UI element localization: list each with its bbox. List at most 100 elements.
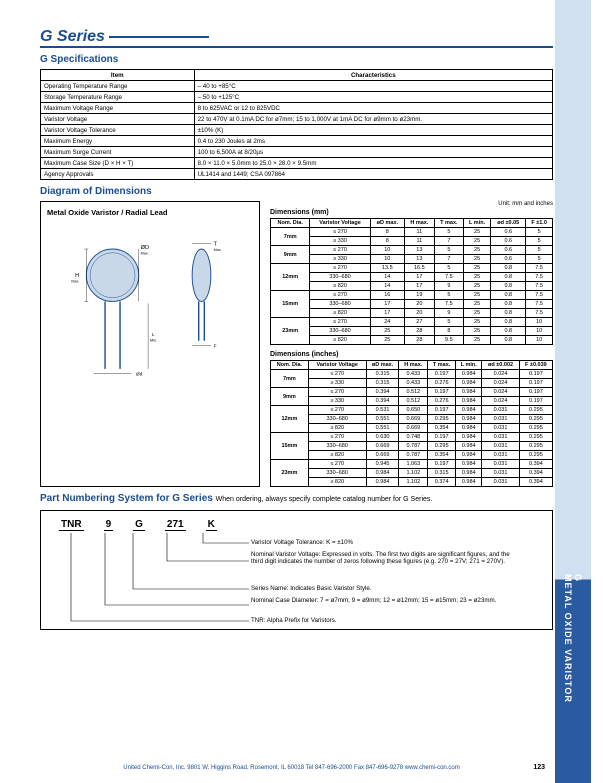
dim-th: L min. — [456, 361, 482, 370]
dim-cell: 7.5 — [434, 273, 463, 282]
dim-row: 9mm≤ 27010135250.65 — [271, 246, 553, 255]
dim-cell: 0.512 — [399, 388, 428, 397]
dim-row: 330–6800.6690.7870.2950.9840.0310.295 — [271, 442, 553, 451]
dim-cell: 11 — [404, 237, 434, 246]
dim-cell: 17 — [404, 273, 434, 282]
dim-cell: 0.295 — [519, 433, 552, 442]
dim-th: H max. — [404, 219, 434, 228]
dim-cell: 25 — [463, 255, 490, 264]
dim-cell: 330–680 — [310, 273, 370, 282]
dim-cell: 0.8 — [491, 282, 526, 291]
page-title: G Series — [40, 28, 553, 48]
spec-table: Item Characteristics Operating Temperatu… — [40, 69, 553, 180]
dim-cell: 10 — [526, 336, 553, 345]
spec-row: Agency ApprovalsUL1414 and 1449; CSA 097… — [41, 169, 553, 180]
dim-section: Metal Oxide Varistor / Radial Lead H Max… — [40, 201, 553, 487]
dim-cell: 0.984 — [366, 469, 399, 478]
dim-cell: 0.031 — [482, 433, 519, 442]
dim-cell: 14 — [370, 273, 404, 282]
dim-cell: 0.984 — [456, 469, 482, 478]
dim-row: ≥ 82025289.5250.810 — [271, 336, 553, 345]
dim-row: ≥ 82014179250.87.5 — [271, 282, 553, 291]
dim-th: H max. — [399, 361, 428, 370]
dim-cell: 10 — [526, 318, 553, 327]
dim-cell: 20 — [404, 309, 434, 318]
dim-cell: 0.394 — [366, 397, 399, 406]
dim-cell: 1.102 — [399, 469, 428, 478]
dim-cell: 0.276 — [428, 379, 456, 388]
dim-row: ≥ 8200.6690.7870.3540.9840.0310.295 — [271, 451, 553, 460]
dim-cell: 0.8 — [491, 264, 526, 273]
spec-cell: Varistor Voltage — [41, 114, 195, 125]
dim-cell: 0.295 — [428, 415, 456, 424]
dim-cell: 13.5 — [370, 264, 404, 273]
dim-cell: 0.197 — [428, 460, 456, 469]
dim-cell: 0.8 — [491, 336, 526, 345]
dim-dia: 12mm — [271, 406, 309, 433]
dim-row: 330–6800.5510.6690.2950.9840.0310.295 — [271, 415, 553, 424]
dim-cell: 0.394 — [519, 460, 552, 469]
dim-cell: 8 — [370, 228, 404, 237]
dim-cell: 25 — [463, 300, 490, 309]
dim-cell: 0.669 — [399, 424, 428, 433]
pn-desc-2: Series Name: Indicates Basic Varistor St… — [251, 585, 521, 592]
dim-th: T max. — [428, 361, 456, 370]
dim-cell: 20 — [404, 300, 434, 309]
dim-cell: 16.5 — [404, 264, 434, 273]
svg-text:Max.: Max. — [214, 248, 222, 252]
dim-cell: ≤ 270 — [310, 264, 370, 273]
dim-cell: 0.031 — [482, 406, 519, 415]
dim-cell: 7.5 — [526, 273, 553, 282]
pn-heading: Part Numbering System for G Series When … — [40, 493, 553, 504]
dim-cell: 0.650 — [399, 406, 428, 415]
dim-cell: 0.394 — [366, 388, 399, 397]
pn-heading-note: When ordering, always specify complete c… — [216, 496, 433, 503]
dim-cell: 0.197 — [519, 370, 552, 379]
pn-code-4: K — [206, 519, 217, 531]
dim-cell: 0.8 — [491, 300, 526, 309]
dim-cell: 0.197 — [519, 397, 552, 406]
dim-row: 23mm≤ 2700.9451.0630.1970.9840.0310.394 — [271, 460, 553, 469]
dim-cell: 0.031 — [482, 469, 519, 478]
dim-dia: 7mm — [271, 370, 309, 388]
dim-cell: 1.102 — [399, 478, 428, 487]
dim-cell: 25 — [463, 237, 490, 246]
dim-th: Nom. Dia. — [271, 219, 310, 228]
dim-cell: 0.433 — [399, 370, 428, 379]
dim-cell: 7.5 — [526, 300, 553, 309]
spec-row: Varistor Voltage Tolerance±10% (K) — [41, 125, 553, 136]
dim-cell: 7.5 — [434, 300, 463, 309]
spec-row: Maximum Surge Current100 to 6,500A at 8/… — [41, 147, 553, 158]
dim-cell: ≤ 270 — [308, 406, 366, 415]
dim-cell: 0.984 — [456, 388, 482, 397]
dim-cell: 7 — [434, 237, 463, 246]
dim-cell: 0.531 — [366, 406, 399, 415]
dim-in-table: Nom. Dia.Varistor VoltageøD max.H max.T … — [270, 360, 553, 487]
dim-cell: 14 — [370, 282, 404, 291]
dim-th: F ±1.0 — [526, 219, 553, 228]
dim-cell: ≤ 270 — [310, 318, 370, 327]
dim-row: 15mm≤ 27016195250.87.5 — [271, 291, 553, 300]
dim-cell: 0.984 — [366, 478, 399, 487]
dim-row: ≥ 3300.3940.5120.2760.9840.0240.197 — [271, 397, 553, 406]
dim-cell: 5 — [526, 237, 553, 246]
dim-cell: 25 — [463, 327, 490, 336]
dim-row: 12mm≤ 27013.516.55250.87.5 — [271, 264, 553, 273]
pn-code-2: G — [133, 519, 145, 531]
dim-row: 7mm≤ 2708115250.65 — [271, 228, 553, 237]
diagram-heading: Diagram of Dimensions — [40, 186, 553, 197]
dim-cell: 7.5 — [526, 282, 553, 291]
dim-cell: 0.984 — [456, 460, 482, 469]
dim-row: 12mm≤ 2700.5310.6500.1970.9840.0310.295 — [271, 406, 553, 415]
dim-cell: 0.8 — [491, 318, 526, 327]
dim-cell: 25 — [463, 273, 490, 282]
dim-cell: 24 — [370, 318, 404, 327]
dim-cell: 17 — [370, 309, 404, 318]
dim-cell: 27 — [404, 318, 434, 327]
dim-cell: 25 — [463, 309, 490, 318]
dim-cell: 0.374 — [428, 478, 456, 487]
dim-cell: 0.984 — [456, 433, 482, 442]
dim-cell: 17 — [404, 282, 434, 291]
dim-row: 330–68025288250.810 — [271, 327, 553, 336]
dim-row: ≥ 33010137250.65 — [271, 255, 553, 264]
